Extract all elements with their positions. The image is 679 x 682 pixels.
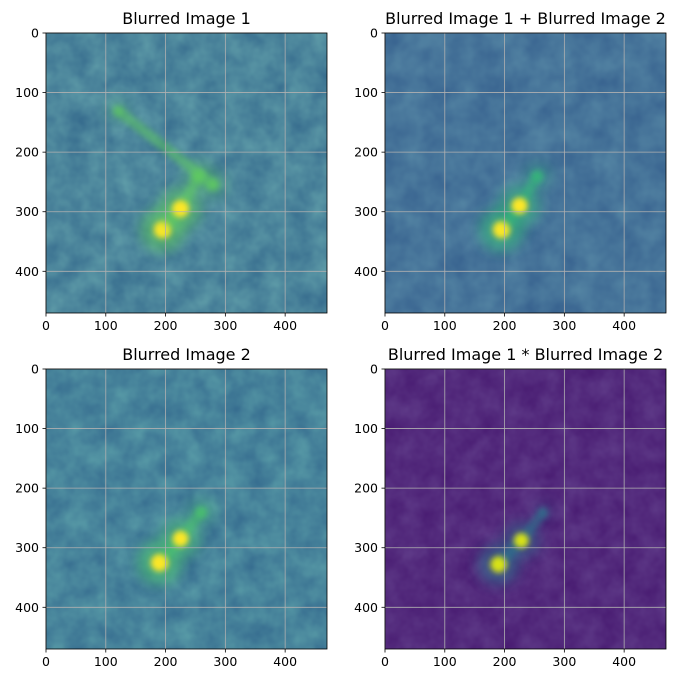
x-tick-label: 200 [493,654,517,669]
y-tick-label: 300 [15,204,39,219]
x-tick-label: 300 [552,654,576,669]
panel-prod: 0 100 200 300 400 0 100 200 300 400 Blurred Image … [354,345,667,669]
y-tick-label: 0 [31,362,39,377]
panel-title: Blurred Image 1 [122,9,251,28]
x-tick-label: 0 [42,318,50,333]
x-tick-label: 200 [154,318,178,333]
y-tick-label: 100 [15,85,39,100]
feature-blob [538,507,549,517]
heatmap-texture [385,369,666,649]
feature-blob [150,553,169,572]
x-tick-label: 300 [552,318,576,333]
x-tick-label: 0 [381,318,389,333]
heatmap-image [385,33,666,313]
heatmap-texture [46,369,327,649]
x-tick-label: 100 [94,654,118,669]
y-tick-label: 100 [354,421,378,436]
x-tick-label: 100 [433,654,457,669]
x-tick-label: 300 [213,318,237,333]
y-tick-label: 200 [354,481,378,496]
x-tick-label: 400 [273,654,297,669]
y-tick-label: 100 [354,85,378,100]
x-tick-label: 0 [381,654,389,669]
feature-blob [513,533,529,548]
panel-img2: 0 100 200 300 400 0 100 200 300 400 Blurred Image … [15,345,328,669]
y-tick-label: 200 [15,145,39,160]
panel-title: Blurred Image 2 [122,345,251,364]
panel-sum: 0 100 200 300 400 0 100 200 300 400 Blurred Image … [354,9,667,333]
feature-blob [490,556,507,573]
feature-blob [207,179,220,191]
y-tick-label: 400 [354,600,378,615]
x-tick-label: 400 [612,318,636,333]
y-tick-label: 0 [31,26,39,41]
feature-blob [112,105,123,116]
feature-blob [511,197,528,215]
heatmap-image [385,369,666,649]
y-tick-label: 200 [354,145,378,160]
x-tick-label: 100 [94,318,118,333]
x-tick-label: 100 [433,318,457,333]
axes-frame [384,368,667,650]
y-tick-label: 400 [15,264,39,279]
x-tick-label: 400 [273,318,297,333]
y-tick-label: 0 [370,362,378,377]
panel-title: Blurred Image 1 * Blurred Image 2 [388,345,663,364]
x-tick-label: 200 [493,318,517,333]
x-tick-label: 200 [154,654,178,669]
x-tick-label: 0 [42,654,50,669]
x-tick-label: 400 [612,654,636,669]
panel-img1: 0 100 200 300 400 0 100 200 300 400 Blurred Image … [15,9,328,333]
y-tick-label: 300 [15,540,39,555]
heatmap-image [46,369,327,649]
axes-frame [384,32,667,314]
heatmap-image [46,33,327,313]
panel-title: Blurred Image 1 + Blurred Image 2 [385,9,666,28]
x-tick-label: 300 [213,654,237,669]
y-tick-label: 300 [354,204,378,219]
axes-frame [45,32,328,314]
y-tick-label: 300 [354,540,378,555]
y-tick-label: 200 [15,481,39,496]
feature-blob [531,170,544,182]
y-tick-label: 400 [354,264,378,279]
axes-frame [45,368,328,650]
feature-blob [171,200,190,218]
y-tick-label: 400 [15,600,39,615]
y-tick-label: 100 [15,421,39,436]
y-tick-label: 0 [370,26,378,41]
feature-blob [172,530,189,547]
feature-blob [195,506,208,518]
feature-blob [492,220,511,239]
